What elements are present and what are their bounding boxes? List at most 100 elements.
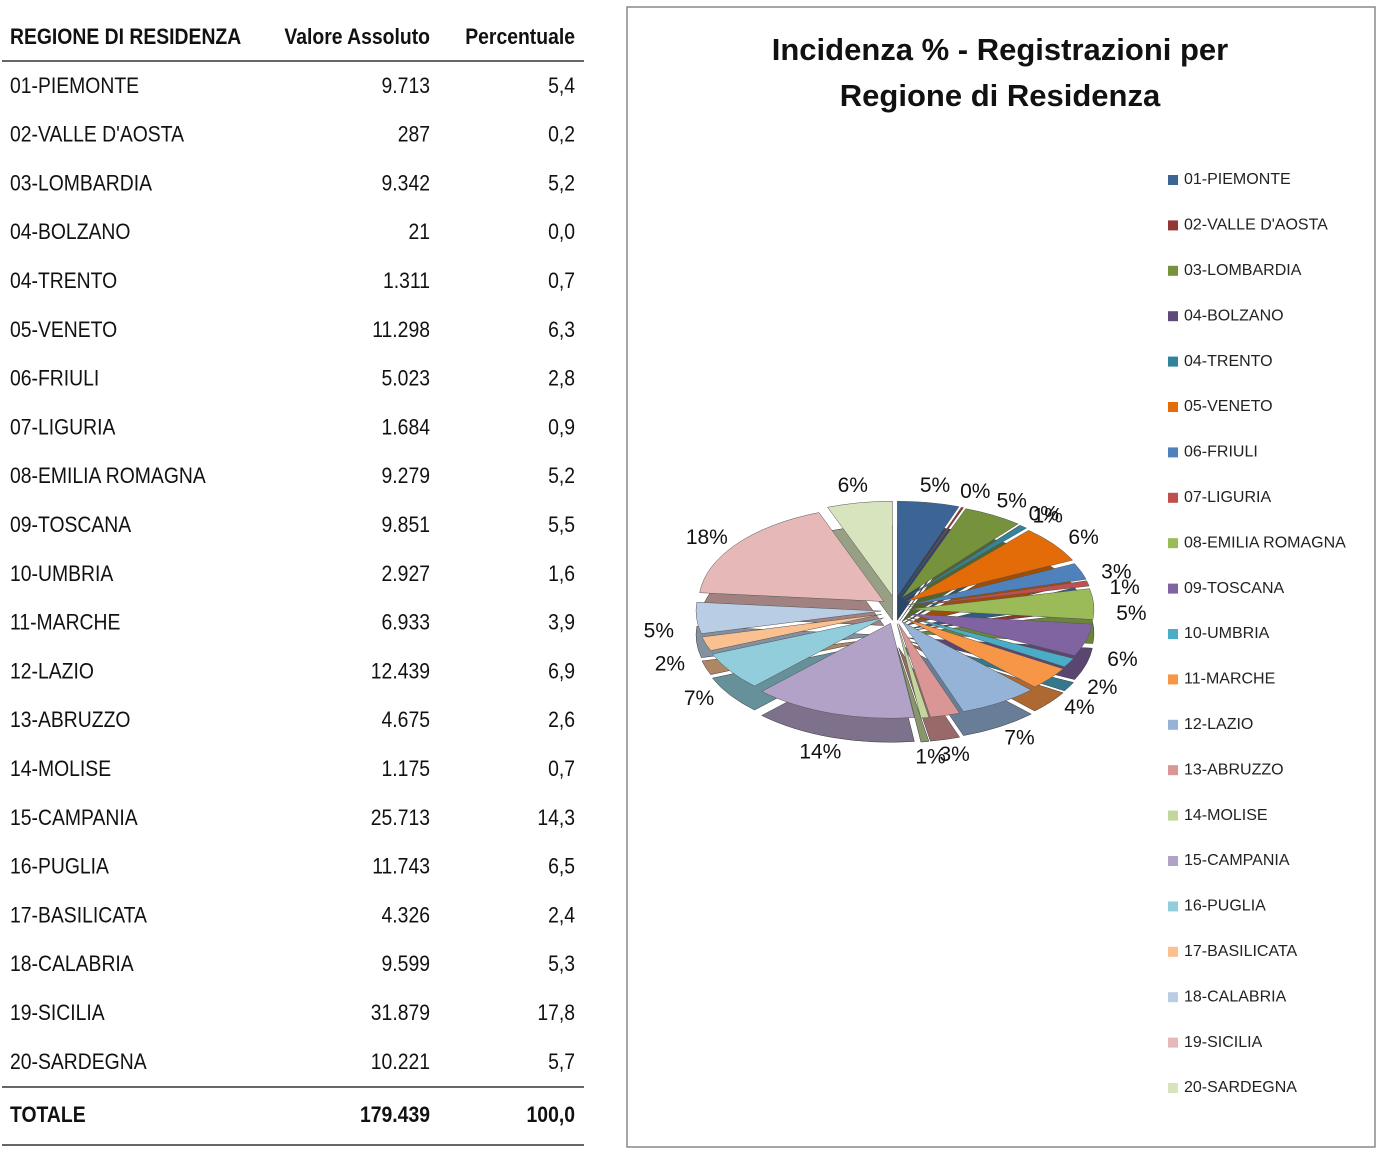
slice [907,616,1074,668]
legend-label: 04-TRENTO [1184,353,1273,370]
data-label: 4% [1064,696,1094,719]
legend-label: 08-EMILIA ROMAGNA [1184,534,1346,551]
table-cell: 9.599 [382,952,430,976]
slice [897,500,960,598]
legend-label: 17-BASILICATA [1184,943,1298,960]
legend-swatch [1168,901,1178,912]
slice [699,512,885,602]
legend-swatch [1168,538,1178,549]
table-cell: 1.684 [382,415,430,439]
table-cell: 1.175 [382,757,430,781]
slice [898,623,961,718]
legend-label: 11-MARCHE [1184,671,1275,688]
legend-swatch [1168,674,1178,685]
table-cell: 9.342 [382,171,430,195]
table-cell: 9.713 [382,74,430,98]
table-cell: 15-CAMPANIA [10,806,138,830]
table-cell: 5.023 [382,366,430,390]
table-cell: 5,3 [548,952,575,976]
table-cell: 0,7 [548,757,575,781]
slice [899,506,964,597]
slice [906,530,1074,602]
table-cell: 0,7 [548,269,575,293]
slice [908,580,1090,607]
table-cell: 5,4 [548,74,575,98]
slice [903,525,1028,600]
table-cell: 14,3 [537,806,575,830]
legend-swatch [1168,1037,1178,1048]
table-cell: 11.298 [372,318,430,342]
data-label: 7% [1004,727,1034,750]
table-cell: 6,9 [548,659,575,683]
chart-title: Regione di Residenza [840,78,1161,113]
legend-label: 14-MOLISE [1184,807,1268,824]
table-cell: 17-BASILICATA [10,903,147,927]
legend-swatch [1168,1083,1178,1093]
slice [695,601,882,634]
table-cell: 5,2 [548,171,575,195]
table-cell: 09-TOSCANA [10,513,131,537]
table-cell: 19-SICILIA [10,1001,105,1025]
table-cell: 31.879 [371,1001,430,1025]
total-cell: 179.439 [360,1103,430,1127]
table-cell: 10-UMBRIA [10,562,113,586]
legend-swatch [1168,265,1178,276]
table-cell: 02-VALLE D'AOSTA [10,122,184,146]
slice [901,508,1019,599]
table-cell: 13-ABRUZZO [10,708,130,732]
data-label: 18% [686,526,728,549]
total-cell: TOTALE [10,1103,86,1127]
data-label: 1% [1033,504,1063,527]
table-cell: 12.439 [371,659,430,683]
legend-label: 04-BOLZANO [1184,307,1284,324]
table-cell: 3,9 [548,610,575,634]
table-cell: 12-LAZIO [10,659,94,683]
header-cell: REGIONE DI RESIDENZA [10,25,241,49]
data-label: 5% [920,474,950,497]
data-label: 7% [684,687,714,710]
legend-swatch [1168,629,1178,639]
slice [908,588,1095,620]
legend-label: 12-LAZIO [1184,716,1253,733]
table-cell: 5,7 [548,1050,575,1074]
slice [701,614,882,651]
table-cell: 5,2 [548,464,575,488]
data-label: 0% [1029,502,1059,525]
chart-frame [626,6,1376,1148]
slice [902,621,1032,712]
legend-swatch [1168,583,1178,594]
legend-swatch [1168,220,1178,231]
slice [827,500,893,597]
table-cell: 9.851 [382,513,430,537]
legend-swatch [1168,719,1178,730]
legend-swatch [1168,356,1178,367]
data-label: 6% [1068,526,1098,549]
table-cell: 03-LOMBARDIA [10,171,152,195]
table-cell: 11.743 [372,854,430,878]
data-label: 3% [939,743,969,766]
table-cell: 17,8 [537,1001,575,1025]
data-label: 14% [799,740,841,763]
legend-swatch [1168,765,1178,776]
slice [908,613,1093,656]
data-label: 6% [838,474,868,497]
table-cell: 2,8 [548,366,575,390]
table-cell: 05-VENETO [10,318,117,342]
table-cell: 04-TRENTO [10,269,117,293]
legend-swatch [1168,447,1178,458]
legend-label: 13-ABRUZZO [1184,761,1284,778]
total-cell: 100,0 [527,1103,575,1127]
table-cell: 16-PUGLIA [10,854,109,878]
chart-title: Incidenza % - Registrazioni per [772,32,1228,67]
table-cell: 4.326 [382,903,430,927]
legend-swatch [1168,992,1178,1003]
table-cell: 25.713 [371,806,430,830]
table-cell: 4.675 [382,708,430,732]
table-cell: 287 [398,122,430,146]
table-cell: 08-EMILIA ROMAGNA [10,464,206,488]
table-cell: 2,4 [548,903,575,927]
slice [896,623,930,719]
data-label: 0% [960,480,990,503]
data-label: 5% [997,490,1027,513]
